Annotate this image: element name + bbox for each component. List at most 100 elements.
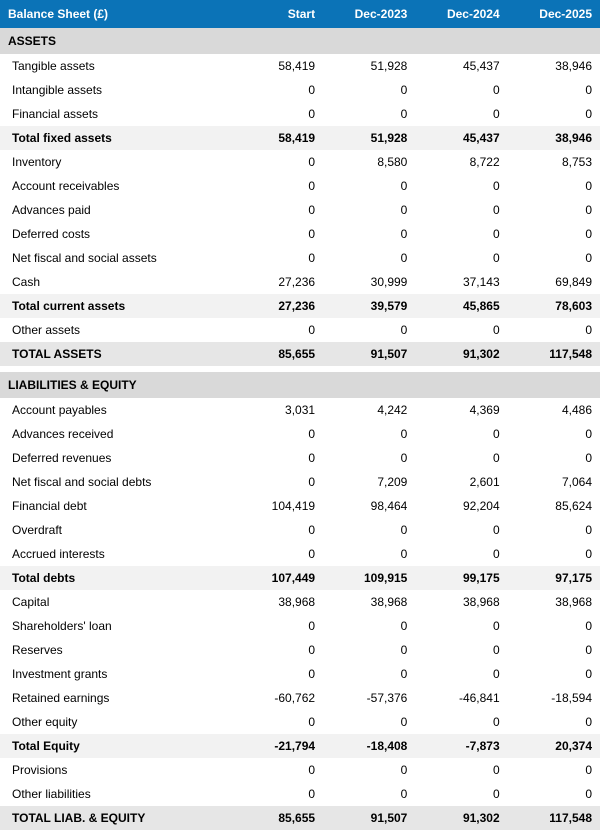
cell-value: 109,915 [323,566,415,590]
cell-value: 99,175 [415,566,507,590]
cell-value: 97,175 [508,566,600,590]
cell-value: 0 [231,614,323,638]
subtotal-row: Total fixed assets58,41951,92845,43738,9… [0,126,600,150]
table-row: Cash27,23630,99937,14369,849 [0,270,600,294]
row-label: Shareholders' loan [0,614,231,638]
row-label: Total fixed assets [0,126,231,150]
row-label: Cash [0,270,231,294]
cell-value: 0 [508,318,600,342]
cell-value: 0 [508,246,600,270]
cell-value: 0 [508,710,600,734]
cell-value: 0 [508,758,600,782]
subtotal-row: Total Equity-21,794-18,408-7,87320,374 [0,734,600,758]
cell-value: 38,946 [508,54,600,78]
cell-value: 0 [231,318,323,342]
cell-value: 4,369 [415,398,507,422]
cell-value: 51,928 [323,54,415,78]
grand-total-row: TOTAL ASSETS85,65591,50791,302117,548 [0,342,600,366]
cell-value: 2,601 [415,470,507,494]
subtotal-row: Total current assets27,23639,57945,86578… [0,294,600,318]
cell-value: 0 [415,446,507,470]
cell-value: 0 [415,542,507,566]
cell-value: 0 [323,758,415,782]
row-label: Provisions [0,758,231,782]
table-row: Intangible assets0000 [0,78,600,102]
table-row: Capital38,96838,96838,96838,968 [0,590,600,614]
table-row: Financial assets0000 [0,102,600,126]
cell-value: 0 [415,246,507,270]
cell-value: 0 [508,518,600,542]
cell-value: -18,408 [323,734,415,758]
table-row: Other liabilities0000 [0,782,600,806]
header-col-2: Dec-2024 [415,0,507,28]
cell-value: 0 [231,174,323,198]
row-label: Overdraft [0,518,231,542]
row-label: Other assets [0,318,231,342]
table-row: Accrued interests0000 [0,542,600,566]
cell-value: -60,762 [231,686,323,710]
cell-value: 0 [508,174,600,198]
cell-value: 69,849 [508,270,600,294]
cell-value: 8,753 [508,150,600,174]
cell-value: 0 [323,318,415,342]
table-row: Other equity0000 [0,710,600,734]
cell-value: 0 [508,782,600,806]
cell-value: 0 [231,542,323,566]
cell-value: 0 [231,638,323,662]
header-col-3: Dec-2025 [508,0,600,28]
cell-value: 0 [508,446,600,470]
cell-value: 0 [323,446,415,470]
cell-value: 0 [231,470,323,494]
cell-value: 27,236 [231,270,323,294]
cell-value: 0 [231,246,323,270]
row-label: TOTAL LIAB. & EQUITY [0,806,231,830]
cell-value: 0 [323,422,415,446]
row-label: Advances paid [0,198,231,222]
cell-value: -18,594 [508,686,600,710]
cell-value: 0 [415,782,507,806]
cell-value: 39,579 [323,294,415,318]
section-header: ASSETS [0,28,600,54]
table-row: Net fiscal and social debts07,2092,6017,… [0,470,600,494]
row-label: Account receivables [0,174,231,198]
cell-value: -46,841 [415,686,507,710]
cell-value: 0 [323,614,415,638]
row-label: Retained earnings [0,686,231,710]
table-row: Inventory08,5808,7228,753 [0,150,600,174]
cell-value: 38,968 [231,590,323,614]
cell-value: 0 [231,150,323,174]
row-label: Reserves [0,638,231,662]
row-label: Deferred revenues [0,446,231,470]
cell-value: 85,655 [231,342,323,366]
cell-value: 51,928 [323,126,415,150]
cell-value: 0 [415,318,507,342]
cell-value: 0 [231,78,323,102]
cell-value: 117,548 [508,342,600,366]
table-row: Account receivables0000 [0,174,600,198]
cell-value: 37,143 [415,270,507,294]
cell-value: 0 [415,222,507,246]
cell-value: 0 [231,758,323,782]
table-row: Investment grants0000 [0,662,600,686]
cell-value: 0 [415,638,507,662]
table-body: ASSETSTangible assets58,41951,92845,4373… [0,28,600,830]
table-row: Advances received0000 [0,422,600,446]
cell-value: 107,449 [231,566,323,590]
cell-value: -57,376 [323,686,415,710]
cell-value: 7,209 [323,470,415,494]
cell-value: 0 [508,422,600,446]
cell-value: 4,242 [323,398,415,422]
cell-value: 0 [508,542,600,566]
header-title: Balance Sheet (£) [0,0,231,28]
row-label: Inventory [0,150,231,174]
cell-value: 0 [231,662,323,686]
row-label: Tangible assets [0,54,231,78]
row-label: Deferred costs [0,222,231,246]
cell-value: 0 [231,782,323,806]
section-label: ASSETS [0,28,600,54]
row-label: Total Equity [0,734,231,758]
cell-value: 0 [323,542,415,566]
cell-value: 78,603 [508,294,600,318]
table-row: Provisions0000 [0,758,600,782]
table-row: Retained earnings-60,762-57,376-46,841-1… [0,686,600,710]
